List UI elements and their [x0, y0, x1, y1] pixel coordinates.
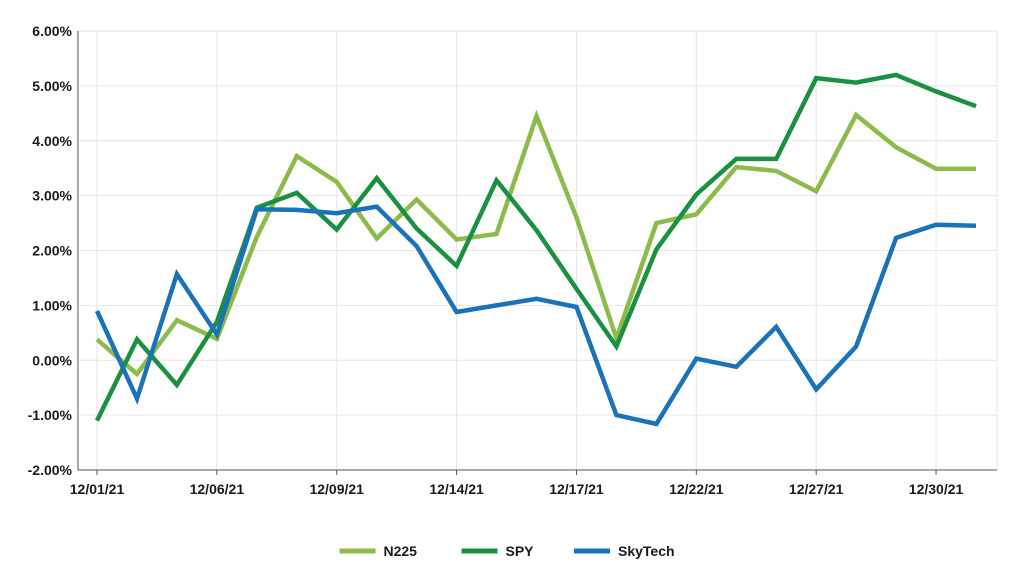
legend-label: SPY — [506, 543, 535, 559]
x-tick-label: 12/22/21 — [669, 481, 724, 497]
x-tick-label: 12/17/21 — [549, 481, 604, 497]
y-tick-label: 0.00% — [32, 352, 72, 368]
series-lines — [94, 72, 977, 427]
legend: N225 SPY SkyTech — [339, 543, 675, 559]
y-axis-ticks: -2.00% -1.00% 0.00% 1.00% 2.00% 3.00% 4.00% 5.0… — [28, 23, 73, 478]
legend-item-n225[interactable]: N225 — [339, 543, 418, 559]
legend-item-spy[interactable]: SPY — [461, 543, 535, 559]
x-tick-label: 12/27/21 — [789, 481, 844, 497]
legend-label: N225 — [384, 543, 418, 559]
legend-item-skytech[interactable]: SkyTech — [574, 543, 675, 559]
x-tick-label: 12/30/21 — [909, 481, 964, 497]
y-tick-label: 3.00% — [32, 188, 72, 204]
series-line-skytech — [94, 204, 977, 427]
series-line-spy — [94, 72, 977, 422]
series-line-n225 — [95, 109, 976, 378]
x-tick-label: 12/06/21 — [190, 481, 245, 497]
y-tick-label: -2.00% — [28, 462, 73, 478]
x-axis-ticks: 12/01/21 12/06/21 12/09/21 12/14/21 12/17/21… — [70, 481, 964, 497]
grid — [78, 30, 998, 471]
y-tick-label: 1.00% — [32, 297, 72, 313]
x-tick-label: 12/14/21 — [429, 481, 484, 497]
y-tick-label: 5.00% — [32, 78, 72, 94]
y-tick-label: 2.00% — [32, 243, 72, 259]
y-tick-label: 4.00% — [32, 133, 72, 149]
legend-label: SkyTech — [618, 543, 675, 559]
y-tick-label: -1.00% — [28, 407, 73, 423]
x-tick-label: 12/01/21 — [70, 481, 125, 497]
y-tick-label: 6.00% — [32, 23, 72, 39]
x-tick-label: 12/09/21 — [309, 481, 364, 497]
axes — [77, 31, 997, 475]
